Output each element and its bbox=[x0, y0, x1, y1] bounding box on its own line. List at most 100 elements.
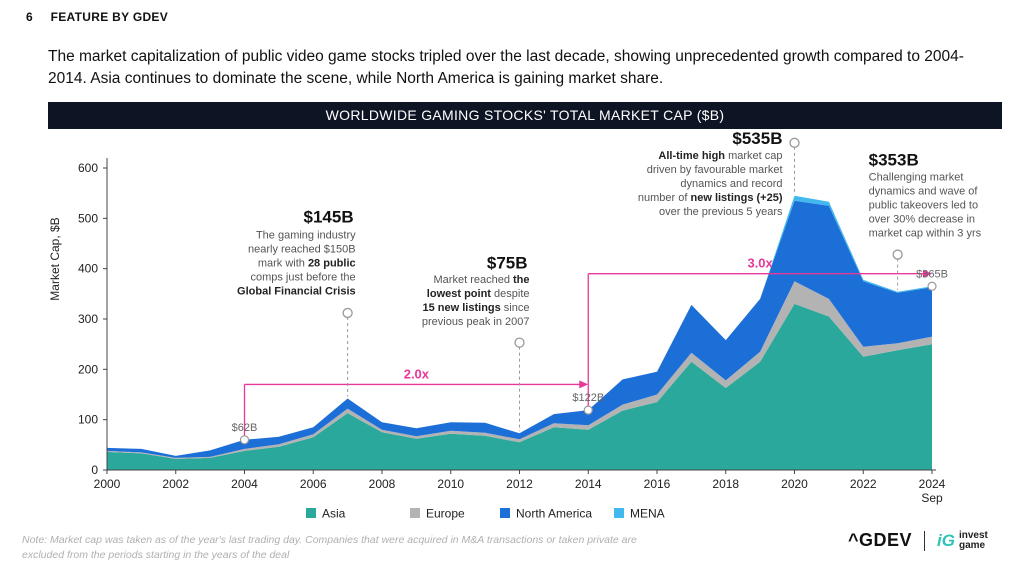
callout-text-segment: dynamics and record bbox=[680, 178, 782, 190]
point-marker bbox=[583, 405, 593, 415]
y-tick-label: 200 bbox=[78, 362, 98, 376]
point-label: $122B bbox=[572, 392, 604, 404]
callout-marker bbox=[514, 337, 525, 348]
callout-marker bbox=[342, 307, 353, 319]
legend-swatch bbox=[306, 508, 316, 518]
callout-title: $75B bbox=[487, 254, 528, 273]
callout-text-segment: previous peak in 2007 bbox=[422, 316, 530, 328]
growth-label: 2.0x bbox=[404, 366, 430, 381]
y-tick-label: 400 bbox=[78, 262, 98, 276]
callout-text-line: driven by favourable market bbox=[647, 164, 783, 176]
x-tick-label: 2000 bbox=[94, 477, 121, 491]
point-label: $62B bbox=[232, 422, 258, 434]
section-label: FEATURE BY GDEV bbox=[50, 10, 169, 24]
growth-label: 3.0x bbox=[747, 256, 773, 271]
legend-label: Europe bbox=[426, 507, 465, 521]
callout-text-line: public takeovers led to bbox=[869, 200, 978, 212]
callout-title: $535B bbox=[732, 130, 782, 148]
legend-swatch bbox=[500, 508, 510, 518]
y-tick-label: 500 bbox=[78, 211, 98, 225]
callout-text-segment: despite bbox=[491, 288, 530, 300]
callout-text-line: previous peak in 2007 bbox=[422, 316, 530, 328]
point-marker bbox=[927, 281, 937, 291]
y-tick-label: 600 bbox=[78, 161, 98, 175]
callout-text-line: 15 new listings since bbox=[423, 302, 530, 314]
callout-text-segment: 15 new listings bbox=[423, 302, 501, 314]
x-tick-label: 2004 bbox=[231, 477, 258, 491]
growth-arrow-head bbox=[923, 269, 932, 278]
y-tick-label: 300 bbox=[78, 312, 98, 326]
callout-text-segment: dynamics and wave of bbox=[869, 186, 979, 198]
x-tick-label: 2010 bbox=[437, 477, 464, 491]
point-label: $365B bbox=[916, 268, 948, 280]
callout-text-line: market cap within 3 yrs bbox=[869, 228, 982, 240]
legend-swatch bbox=[614, 508, 624, 518]
intro-text: The market capitalization of public vide… bbox=[48, 48, 964, 87]
callout-text-segment: the bbox=[513, 274, 530, 286]
page-header: 6 FEATURE BY GDEV bbox=[26, 10, 168, 24]
area-north-america bbox=[107, 200, 932, 458]
y-tick-label: 0 bbox=[91, 463, 98, 477]
legend-label: MENA bbox=[630, 507, 665, 521]
callout-text-segment: The gaming industry bbox=[256, 229, 356, 241]
growth-arrow-head bbox=[579, 380, 589, 389]
x-tick-label: 2020 bbox=[781, 477, 808, 491]
callout-text-segment: over 30% decrease in bbox=[869, 214, 975, 226]
chart-title-banner: WORLDWIDE GAMING STOCKS' TOTAL MARKET CA… bbox=[48, 102, 1002, 129]
callout-text-segment: new listings (+25) bbox=[691, 192, 783, 204]
legend-swatch bbox=[410, 508, 420, 518]
investgame-line2: game bbox=[958, 539, 986, 551]
callout-text-segment: market cap within 3 yrs bbox=[869, 228, 982, 240]
callout-text-line: dynamics and wave of bbox=[869, 186, 979, 198]
x-tick-label: 2012 bbox=[506, 477, 533, 491]
x-tick-label: 2022 bbox=[850, 477, 877, 491]
area-asia bbox=[107, 303, 932, 470]
callout-text-segment: since bbox=[501, 302, 530, 314]
callout-text-line: Market reached the bbox=[434, 274, 530, 286]
market-cap-chart: 0 100 200 300 400 500 600 Market Cap, $B 2000 200… bbox=[48, 130, 982, 521]
gdev-logo: ^GDEV bbox=[848, 530, 913, 550]
point-marker bbox=[239, 435, 250, 445]
y-tick-label: 100 bbox=[78, 413, 98, 427]
callout-text-segment: number of bbox=[638, 192, 691, 204]
callout-text-segment: 28 public bbox=[308, 257, 356, 269]
callout-text-segment: lowest point bbox=[427, 288, 492, 300]
callout-text-line: The gaming industry bbox=[256, 229, 356, 241]
callout-text-segment: Market reached bbox=[434, 274, 513, 286]
callout-text-line: Global Financial Crisis bbox=[237, 285, 356, 297]
footnote: Note: Market cap was taken as of the yea… bbox=[22, 534, 637, 561]
callout-text-segment: driven by favourable market bbox=[647, 164, 783, 176]
callout-text-line: All-time high market cap bbox=[658, 150, 782, 162]
logo-divider bbox=[924, 530, 926, 551]
callout-text-line: dynamics and record bbox=[680, 178, 782, 190]
callout-text-segment: All-time high bbox=[658, 150, 725, 162]
legend-label: North America bbox=[516, 507, 592, 521]
callout-text-segment: market cap bbox=[725, 150, 782, 162]
legend-label: Asia bbox=[322, 507, 346, 521]
callout-text-line: comps just before the bbox=[250, 271, 355, 283]
callout-marker bbox=[789, 137, 800, 148]
investgame-logo: invest game bbox=[958, 529, 988, 551]
x-tick-label: 2024 bbox=[919, 477, 946, 491]
x-tick-label: 2016 bbox=[644, 477, 671, 491]
callout-text-segment: mark with bbox=[258, 257, 308, 269]
investgame-line1: invest bbox=[958, 529, 988, 541]
logos: ^GDEV iG invest game bbox=[848, 530, 988, 551]
x-tick-label: 2014 bbox=[575, 477, 602, 491]
x-tick-label: 2018 bbox=[712, 477, 739, 491]
callout-text-line: nearly reached $150B bbox=[248, 243, 356, 255]
callout-text-segment: Global Financial Crisis bbox=[237, 285, 356, 297]
callout-text-line: number of new listings (+25) bbox=[638, 192, 783, 204]
callout-text-segment: comps just before the bbox=[250, 271, 355, 283]
callout-text-line: mark with 28 public bbox=[258, 257, 356, 269]
callout-marker bbox=[892, 249, 903, 260]
x-tick-label: 2002 bbox=[162, 477, 189, 491]
y-axis-label: Market Cap, $B bbox=[48, 217, 62, 300]
callout-text-line: over 30% decrease in bbox=[869, 214, 975, 226]
callout-text-segment: Challenging market bbox=[869, 172, 964, 184]
x-tick-label: 2008 bbox=[369, 477, 396, 491]
callout-text-line: Challenging market bbox=[869, 172, 964, 184]
callout-text-segment: public takeovers led to bbox=[869, 200, 978, 212]
x-tick-sublabel: Sep bbox=[921, 491, 943, 505]
x-tick-label: 2006 bbox=[300, 477, 327, 491]
